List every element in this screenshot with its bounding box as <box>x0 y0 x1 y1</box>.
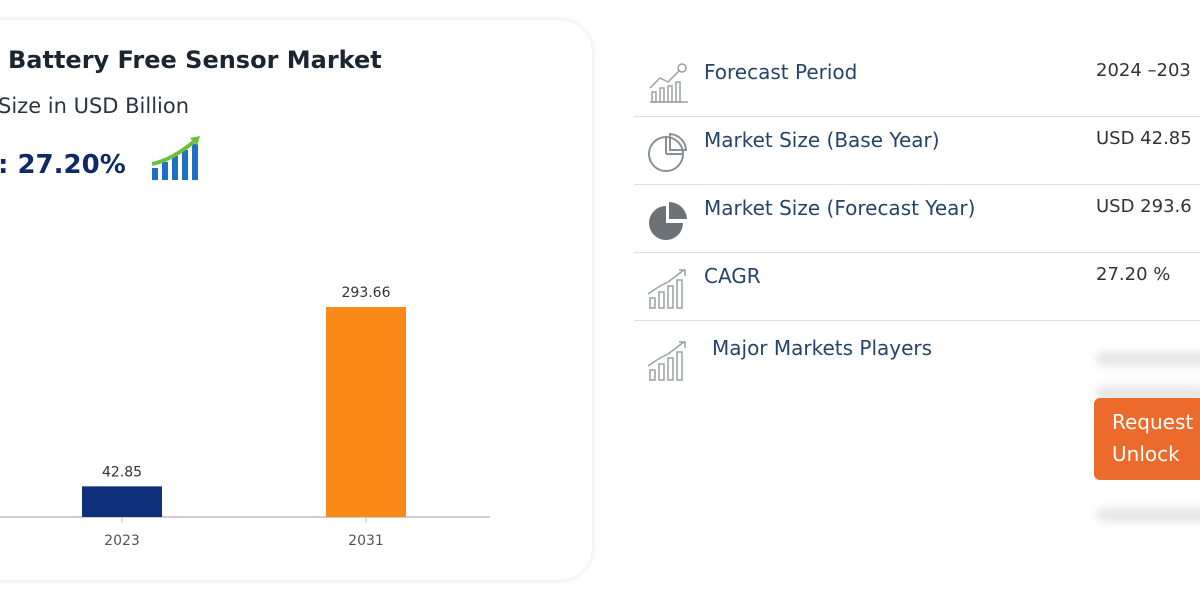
info-row-major-players: Major Markets Players <box>634 324 1200 392</box>
growth-chart-icon <box>647 341 686 381</box>
bar-chart: 42.85 2023 293.66 2031 <box>0 285 490 549</box>
blurred-player-item <box>1096 508 1200 522</box>
x-tick-label: 2031 <box>348 533 384 549</box>
cagr-headline: : 27.20% <box>0 150 126 180</box>
bar-2031 <box>326 307 406 517</box>
chart-title: Battery Free Sensor Market <box>8 46 382 74</box>
request-unlock-button[interactable]: Request Unlock <box>1094 398 1200 480</box>
x-tick-label: 2023 <box>104 533 140 549</box>
info-row-value: USD 293.6 <box>1096 196 1192 217</box>
info-row-forecast-period: Forecast Period 2024 –203 <box>634 48 1200 117</box>
blurred-player-item <box>1096 386 1200 400</box>
bar-2023 <box>82 486 162 517</box>
info-row-label: Market Size (Forecast Year) <box>704 196 976 220</box>
growth-bars-icon <box>151 136 200 180</box>
info-row-label: Market Size (Base Year) <box>704 128 940 152</box>
pie-chart-outline-icon <box>648 132 688 172</box>
info-row-forecast-year: Market Size (Forecast Year) USD 293.6 <box>634 184 1200 253</box>
info-row-label: CAGR <box>704 264 761 288</box>
info-row-cagr: CAGR 27.20 % <box>634 252 1200 321</box>
info-row-label: Forecast Period <box>704 60 858 84</box>
line-chart-icon <box>649 63 688 103</box>
growth-chart-icon <box>647 269 686 309</box>
info-row-value: 27.20 % <box>1096 264 1171 285</box>
info-row-value: USD 42.85 <box>1096 128 1192 149</box>
request-button-line2: Unlock <box>1112 442 1180 466</box>
request-button-line1: Request <box>1112 410 1194 434</box>
pie-chart-filled-icon <box>649 201 687 240</box>
chart-subtitle: Size in USD Billion <box>0 94 190 118</box>
info-row-label: Major Markets Players <box>712 336 933 360</box>
bar-value-label: 293.66 <box>342 285 391 301</box>
blurred-player-item <box>1096 352 1200 366</box>
info-row-value: 2024 –203 <box>1096 60 1191 81</box>
bar-value-label: 42.85 <box>102 464 142 480</box>
info-row-base-year: Market Size (Base Year) USD 42.85 <box>634 116 1200 185</box>
